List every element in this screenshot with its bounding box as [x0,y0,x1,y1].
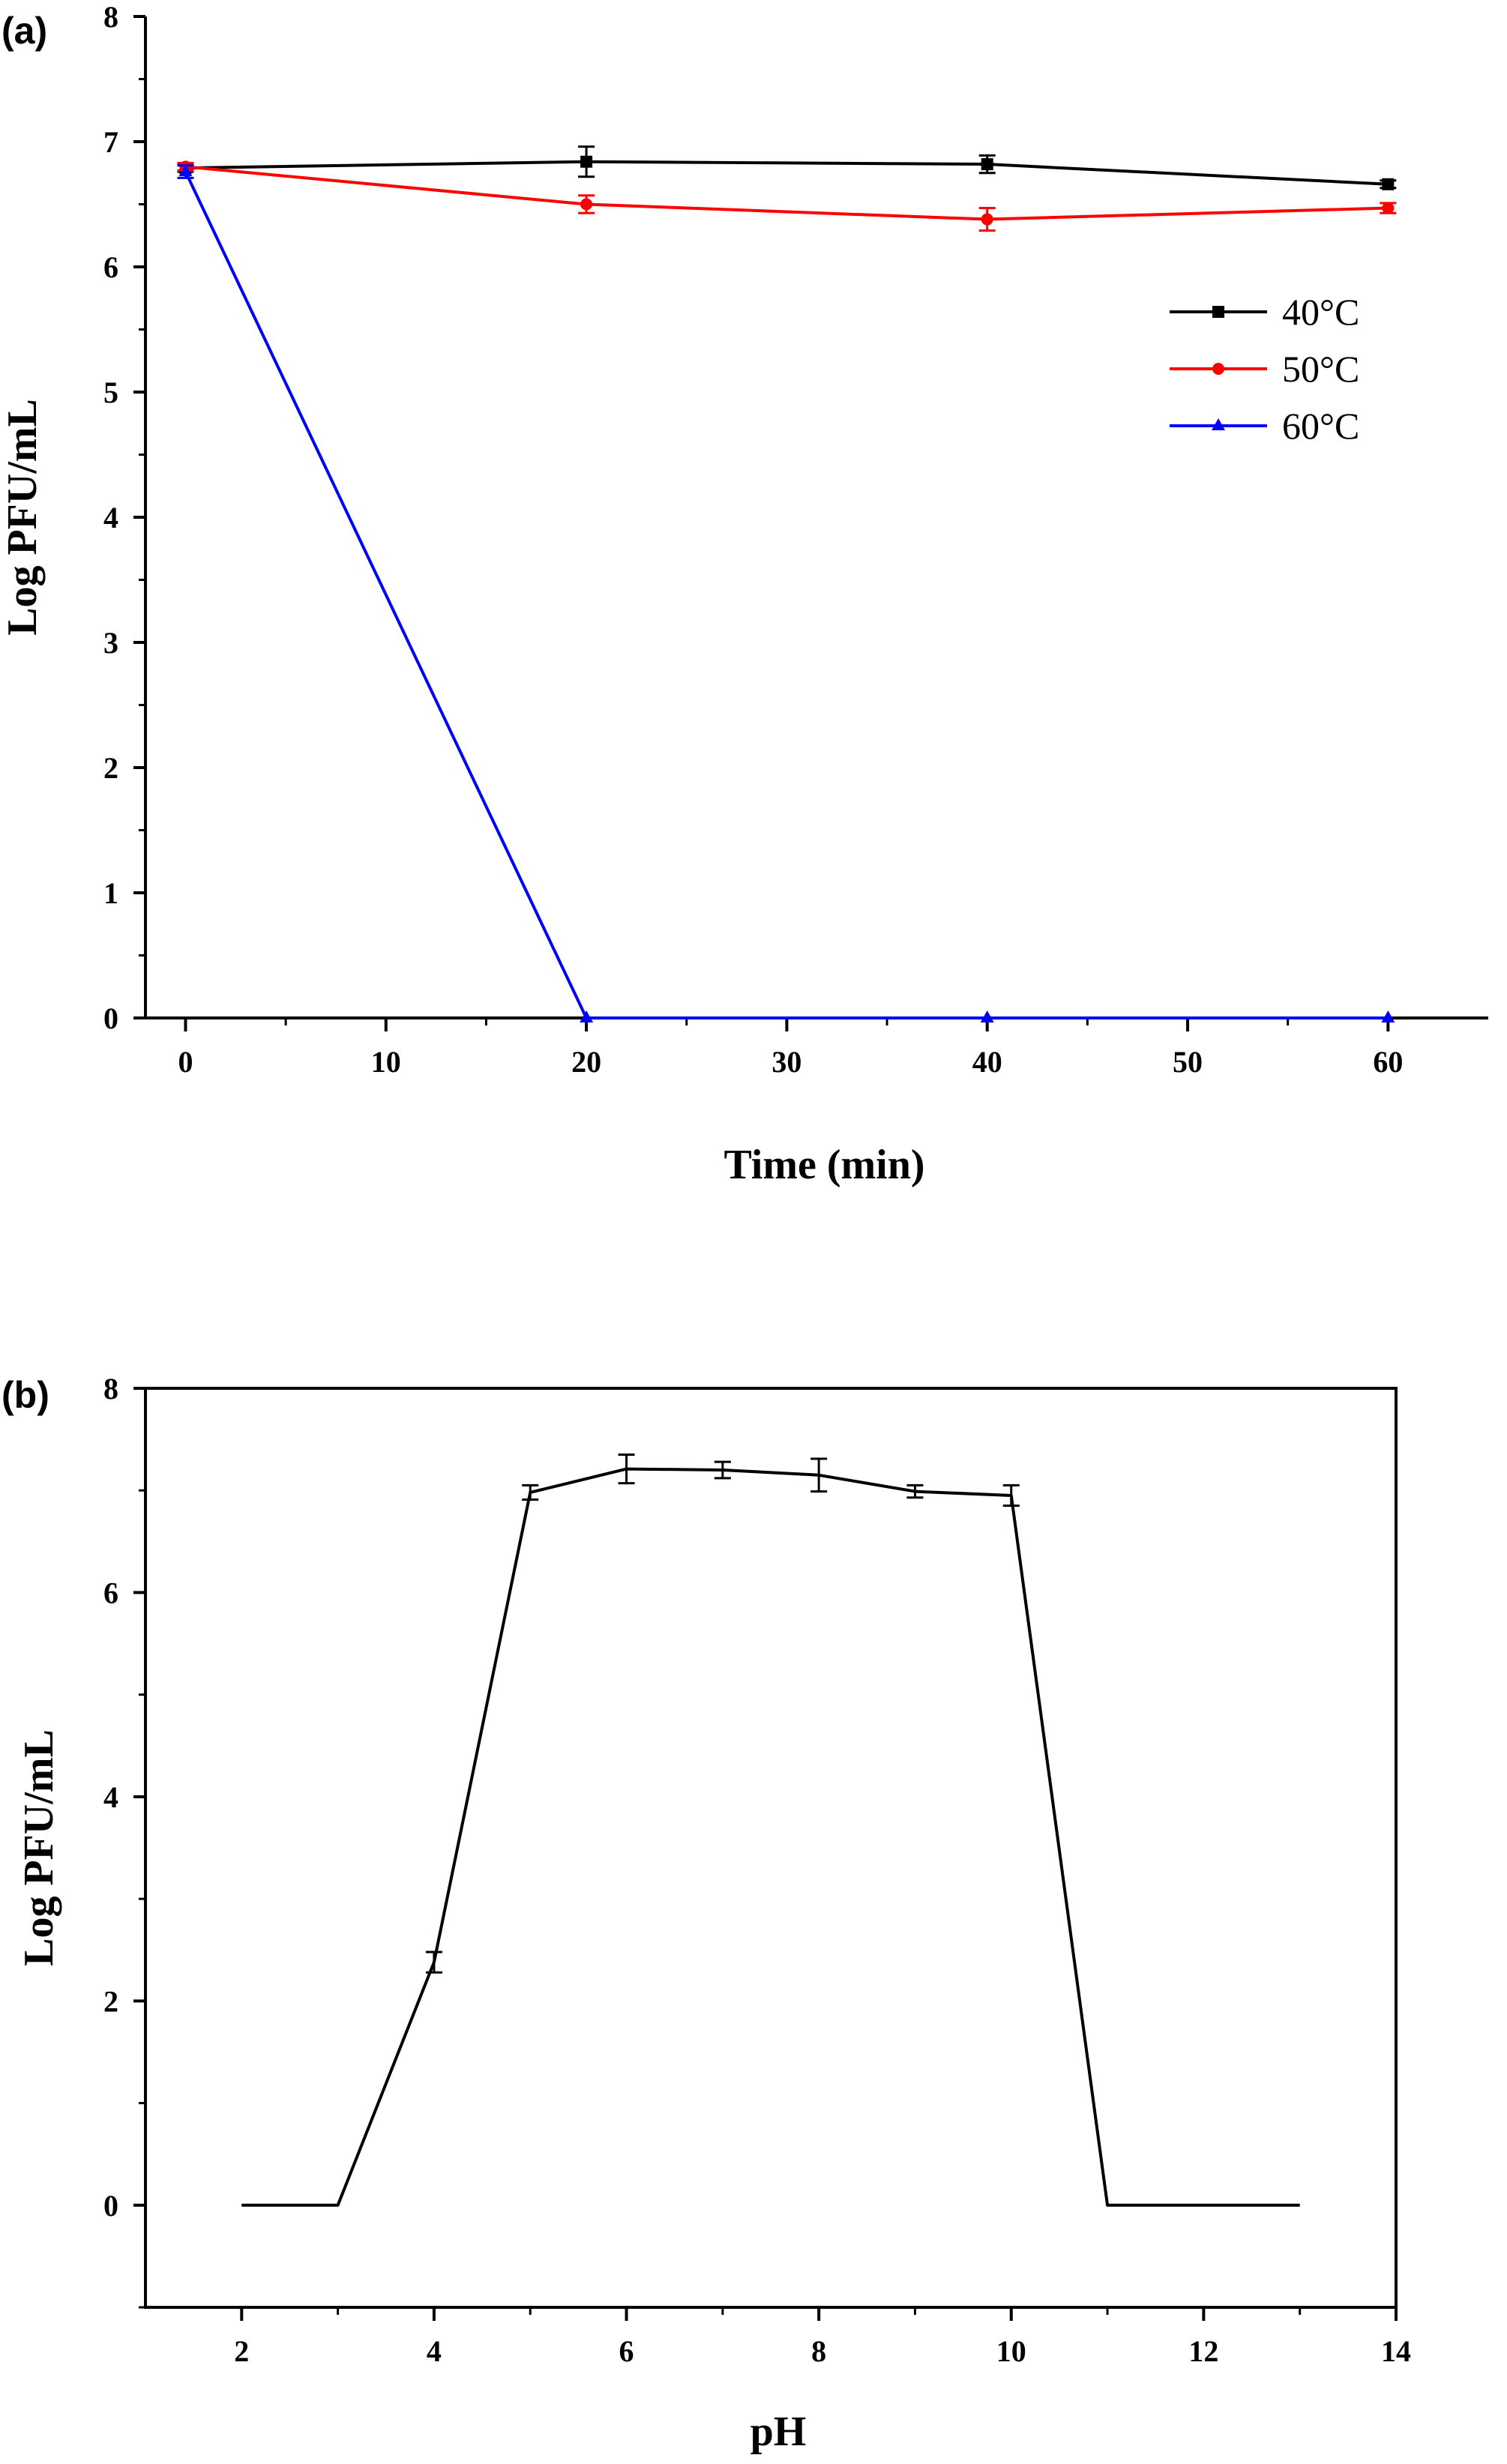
x-tick-label: 14 [1381,2334,1411,2368]
series-50C [177,160,1397,232]
x-axis-title: pH [751,2409,807,2455]
chart-panel-a: (a) 0 1 2 3 4 5 6 7 8 0 10 20 30 40 50 60 Time (min) Log P… [0,0,1488,1188]
x-tick-label: 30 [771,1045,801,1079]
legend-marker [1212,306,1224,318]
x-tick-label: 10 [371,1045,401,1079]
data-point [1381,1010,1395,1022]
x-tick-label: 10 [996,2334,1026,2368]
y-tick-label: 7 [103,125,118,159]
legend-label: 60°C [1282,405,1359,447]
x-tick-label: 6 [619,2334,634,2368]
y-tick-label: 6 [103,1576,118,1609]
data-point [1382,202,1395,214]
series-line [184,171,1389,1019]
y-tick-label: 4 [103,1780,118,1814]
x-tick-label: 2 [234,2334,249,2368]
y-tick-label: 1 [103,876,118,910]
y-tick-label: 2 [103,1984,118,2018]
x-tick-label: 50 [1173,1045,1203,1079]
x-tick-label: 20 [571,1045,601,1079]
x-tick-label: 4 [427,2334,442,2368]
series-60C [177,164,1395,1022]
y-tick-label: 4 [103,501,118,534]
data-point [580,198,593,211]
series-line [241,1467,1300,2207]
y-tick-label: 2 [103,751,118,785]
data-point [580,1010,594,1022]
data-point [981,213,993,226]
data-point [1382,178,1395,190]
legend-marker [1212,418,1225,430]
y-tick-label: 0 [103,2189,118,2223]
data-point [178,164,193,177]
panel-label: (a) [1,10,47,52]
x-tick-label: 0 [178,1045,193,1079]
data-point [580,155,593,168]
x-axis-title: Time (min) [724,1142,924,1188]
y-tick-label: 3 [103,626,118,660]
x-tick-label: 60 [1373,1045,1403,1079]
legend-label: 50°C [1282,348,1359,390]
data-point [981,158,993,171]
legend: 40°C 50°C 60°C [1170,291,1359,447]
data-point [980,1010,994,1022]
x-tick-label: 8 [811,2334,826,2368]
x-tick-label: 40 [972,1045,1002,1079]
y-axis-title: Log PFU/mL [0,399,46,636]
y-tick-label: 8 [103,1372,118,1406]
plot-frame [144,1387,1398,2309]
y-axis-title: Log PFU/mL [16,1729,62,1966]
series-line-0 [241,1454,1300,2207]
y-tick-label: 0 [103,1001,118,1035]
legend-marker [1212,363,1224,375]
x-tick-label: 12 [1188,2334,1218,2368]
panel-label: (b) [1,1374,49,1416]
chart-panel-b: (b) 0 2 4 6 8 2 4 6 8 10 12 14 pH Log PFU/mL [1,1372,1411,2455]
y-tick-label: 6 [103,250,118,284]
series-40C [177,145,1397,190]
series-line [185,165,1389,221]
legend-label: 40°C [1282,291,1359,333]
y-tick-label: 5 [103,376,118,409]
series-line [185,160,1389,186]
y-tick-label: 8 [103,0,118,34]
